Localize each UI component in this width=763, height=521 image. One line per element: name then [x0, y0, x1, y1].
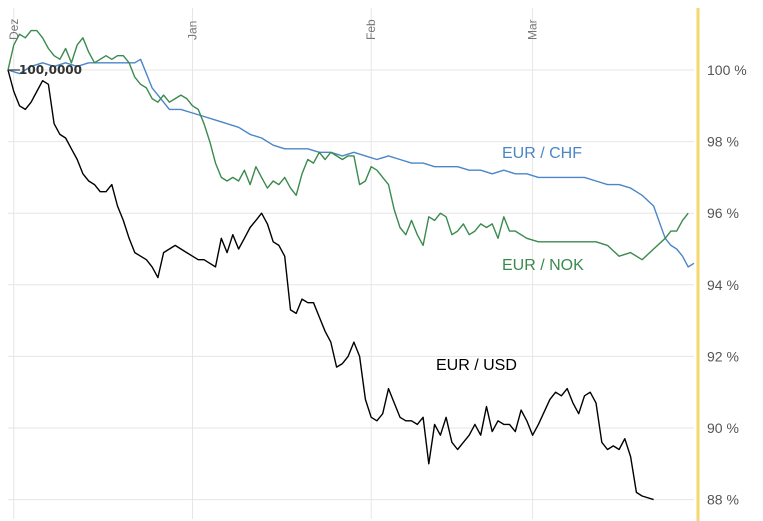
series-group: [7, 29, 695, 501]
y-tick-label: 98 %: [707, 134, 739, 150]
x-month-label: Jan: [185, 21, 199, 40]
grid: [8, 8, 700, 521]
series-label-eur-nok: EUR / NOK: [502, 257, 584, 274]
y-tick-label: 96 %: [707, 205, 739, 221]
start-value-label: 100,0000: [19, 63, 82, 77]
y-tick-label: 92 %: [707, 348, 739, 364]
series-label-eur-chf: EUR / CHF: [502, 145, 582, 162]
series-line-eur-chf: [7, 58, 695, 268]
label-group: 100 % 98 % 96 % 94 % 92 % 90 % 88 % Dez Jan Feb Ma…: [7, 19, 747, 508]
x-month-label: Mar: [526, 19, 540, 40]
series-line-eur-nok: [7, 29, 689, 261]
x-month-label: Dez: [7, 19, 21, 40]
y-tick-label: 88 %: [707, 492, 739, 508]
y-tick-label: 90 %: [707, 420, 739, 436]
x-month-label: Feb: [364, 19, 378, 40]
y-tick-label: 94 %: [707, 277, 739, 293]
series-label-eur-usd: EUR / USD: [436, 357, 517, 374]
series-line-eur-usd: [7, 69, 654, 501]
y-tick-label: 100 %: [707, 62, 747, 78]
